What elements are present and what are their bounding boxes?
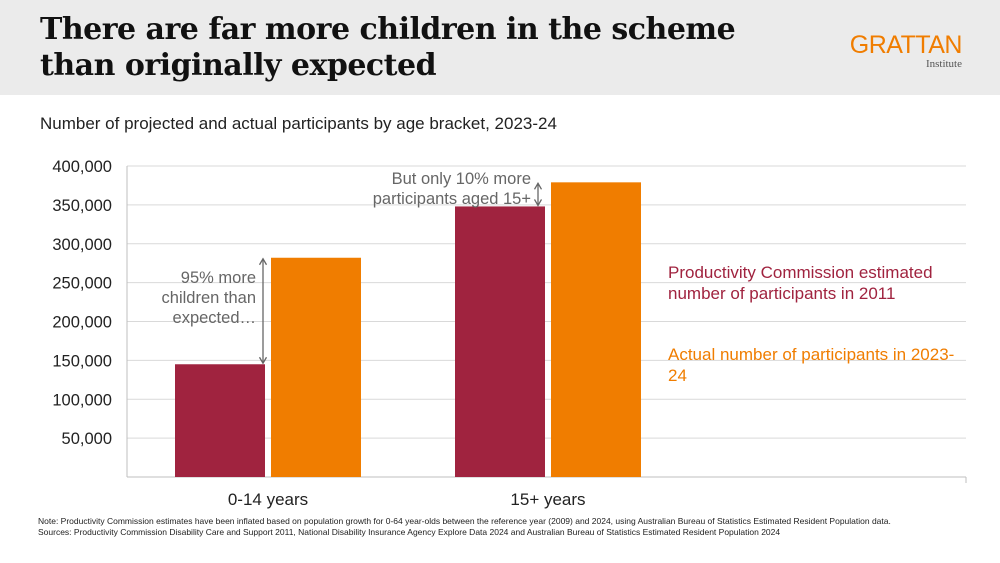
- y-tick-label: 200,000: [52, 314, 112, 332]
- annotation-text-adults: But only 10% more: [392, 170, 531, 188]
- legend-actual: Actual number of participants in 2023-24: [668, 345, 955, 385]
- chart-subtitle: Number of projected and actual participa…: [40, 114, 557, 133]
- annotation-text-children: expected…: [173, 309, 256, 327]
- y-tick-label: 350,000: [52, 197, 112, 215]
- x-tick-label: 0-14 years: [228, 490, 308, 509]
- annotation-arrowhead-down: [533, 199, 543, 207]
- bar-actual-0: [271, 257, 361, 477]
- bar-projected-1: [455, 206, 545, 477]
- annotation-text-adults: participants aged 15+: [373, 190, 531, 208]
- grattan-logo: GRATTAN Institute: [842, 31, 963, 71]
- bar-chart: 50,000 100,000 150,000 200,000 250,000 300,00…: [52, 158, 967, 509]
- annotation-arrowhead-up: [533, 182, 543, 190]
- logo-subtext: Institute: [925, 58, 962, 70]
- page-title: There are far more children in the schem…: [40, 12, 736, 83]
- y-tick-label: 400,000: [52, 158, 112, 176]
- y-tick-label: 50,000: [62, 430, 112, 448]
- bar-projected-0: [175, 364, 265, 477]
- y-tick-label: 100,000: [52, 391, 112, 409]
- sources-text: Sources: Productivity Commission Disabil…: [38, 527, 781, 537]
- bar-actual-1: [551, 182, 641, 477]
- annotation-arrowhead-down: [258, 356, 268, 365]
- header-banner: There are far more children in the schem…: [0, 0, 1000, 95]
- y-tick-label: 300,000: [52, 236, 112, 254]
- legend-projected: Productivity Commission estimated number…: [668, 263, 933, 303]
- chart-notes: Note: Productivity Commission estimates …: [38, 516, 968, 538]
- annotation-text-children: 95% more: [181, 269, 256, 287]
- note-text: Note: Productivity Commission estimates …: [38, 516, 891, 526]
- annotation-arrowhead-up: [258, 257, 268, 266]
- x-tick-label: 15+ years: [510, 490, 585, 509]
- annotation-text-children: children than: [162, 289, 256, 307]
- logo-wordmark: GRATTAN: [849, 31, 963, 59]
- y-tick-label: 250,000: [52, 275, 112, 293]
- y-tick-label: 150,000: [52, 352, 112, 370]
